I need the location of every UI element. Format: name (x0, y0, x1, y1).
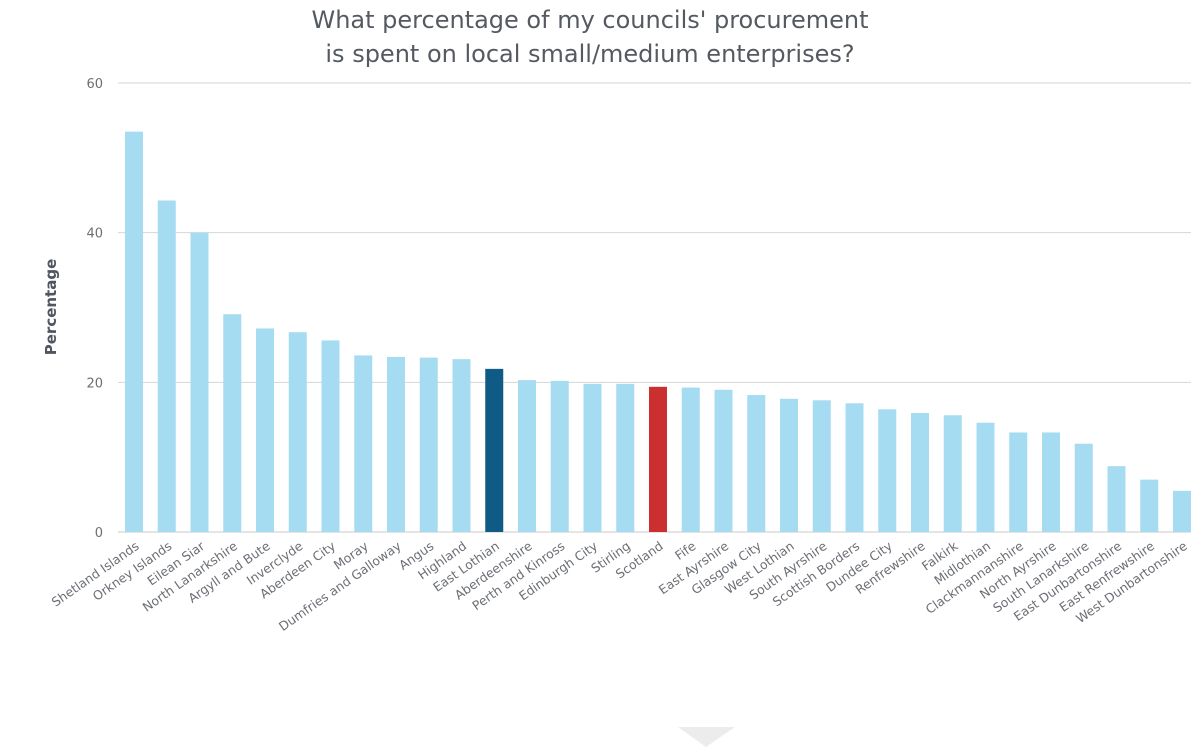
bar-east-dunbartonshire[interactable] (1107, 466, 1126, 532)
bar-south-lanarkshire[interactable] (1074, 443, 1093, 532)
bar-edinburgh-city[interactable] (583, 383, 602, 532)
bar-perth-and-kinross[interactable] (550, 380, 569, 532)
bar-north-lanarkshire[interactable] (223, 314, 242, 532)
bar-moray[interactable] (354, 355, 373, 532)
y-tick-label: 60 (86, 77, 103, 92)
scroll-down-indicator-icon[interactable] (678, 727, 735, 747)
bar-fife[interactable] (681, 387, 700, 532)
bar-clackmannanshire[interactable] (1009, 432, 1028, 532)
bars (125, 131, 1191, 532)
y-axis-ticks: 0 20 40 60 (86, 77, 103, 541)
bar-falkirk[interactable] (943, 415, 962, 532)
bar-scottish-borders[interactable] (845, 403, 864, 532)
bar-east-ayrshire[interactable] (714, 389, 733, 532)
bar-inverclyde[interactable] (288, 332, 307, 532)
bar-dumfries-and-galloway[interactable] (387, 356, 405, 532)
bar-glasgow-city[interactable] (747, 395, 766, 532)
bar-aberdeenshire[interactable] (518, 380, 536, 532)
bar-eilean-siar[interactable] (190, 232, 209, 532)
y-tick-label: 40 (86, 227, 103, 242)
y-tick-label: 0 (95, 526, 103, 541)
bar-midlothian[interactable] (976, 422, 995, 532)
bar-north-ayrshire[interactable] (1042, 432, 1060, 532)
y-axis-label: Percentage (42, 259, 60, 356)
bar-east-lothian[interactable] (485, 368, 504, 532)
bar-shetland-islands[interactable] (125, 131, 143, 532)
chart-title-line-1: What percentage of my councils' procurem… (311, 6, 868, 34)
bar-scotland[interactable] (649, 386, 667, 532)
bar-argyll-and-bute[interactable] (256, 328, 274, 532)
bar-dundee-city[interactable] (878, 409, 897, 532)
bar-south-ayrshire[interactable] (812, 400, 831, 532)
bar-west-dunbartonshire[interactable] (1173, 490, 1191, 532)
y-tick-label: 20 (86, 376, 103, 391)
bar-highland[interactable] (452, 359, 471, 532)
bar-east-renfrewshire[interactable] (1140, 479, 1159, 532)
bar-aberdeen-city[interactable] (321, 340, 340, 532)
bar-stirling[interactable] (616, 383, 635, 532)
bar-west-lothian[interactable] (780, 398, 798, 532)
bar-orkney-islands[interactable] (157, 200, 176, 532)
bar-angus[interactable] (419, 357, 438, 532)
bar-renfrewshire[interactable] (911, 413, 929, 532)
chart-title-line-2: is spent on local small/medium enterpris… (325, 40, 854, 68)
